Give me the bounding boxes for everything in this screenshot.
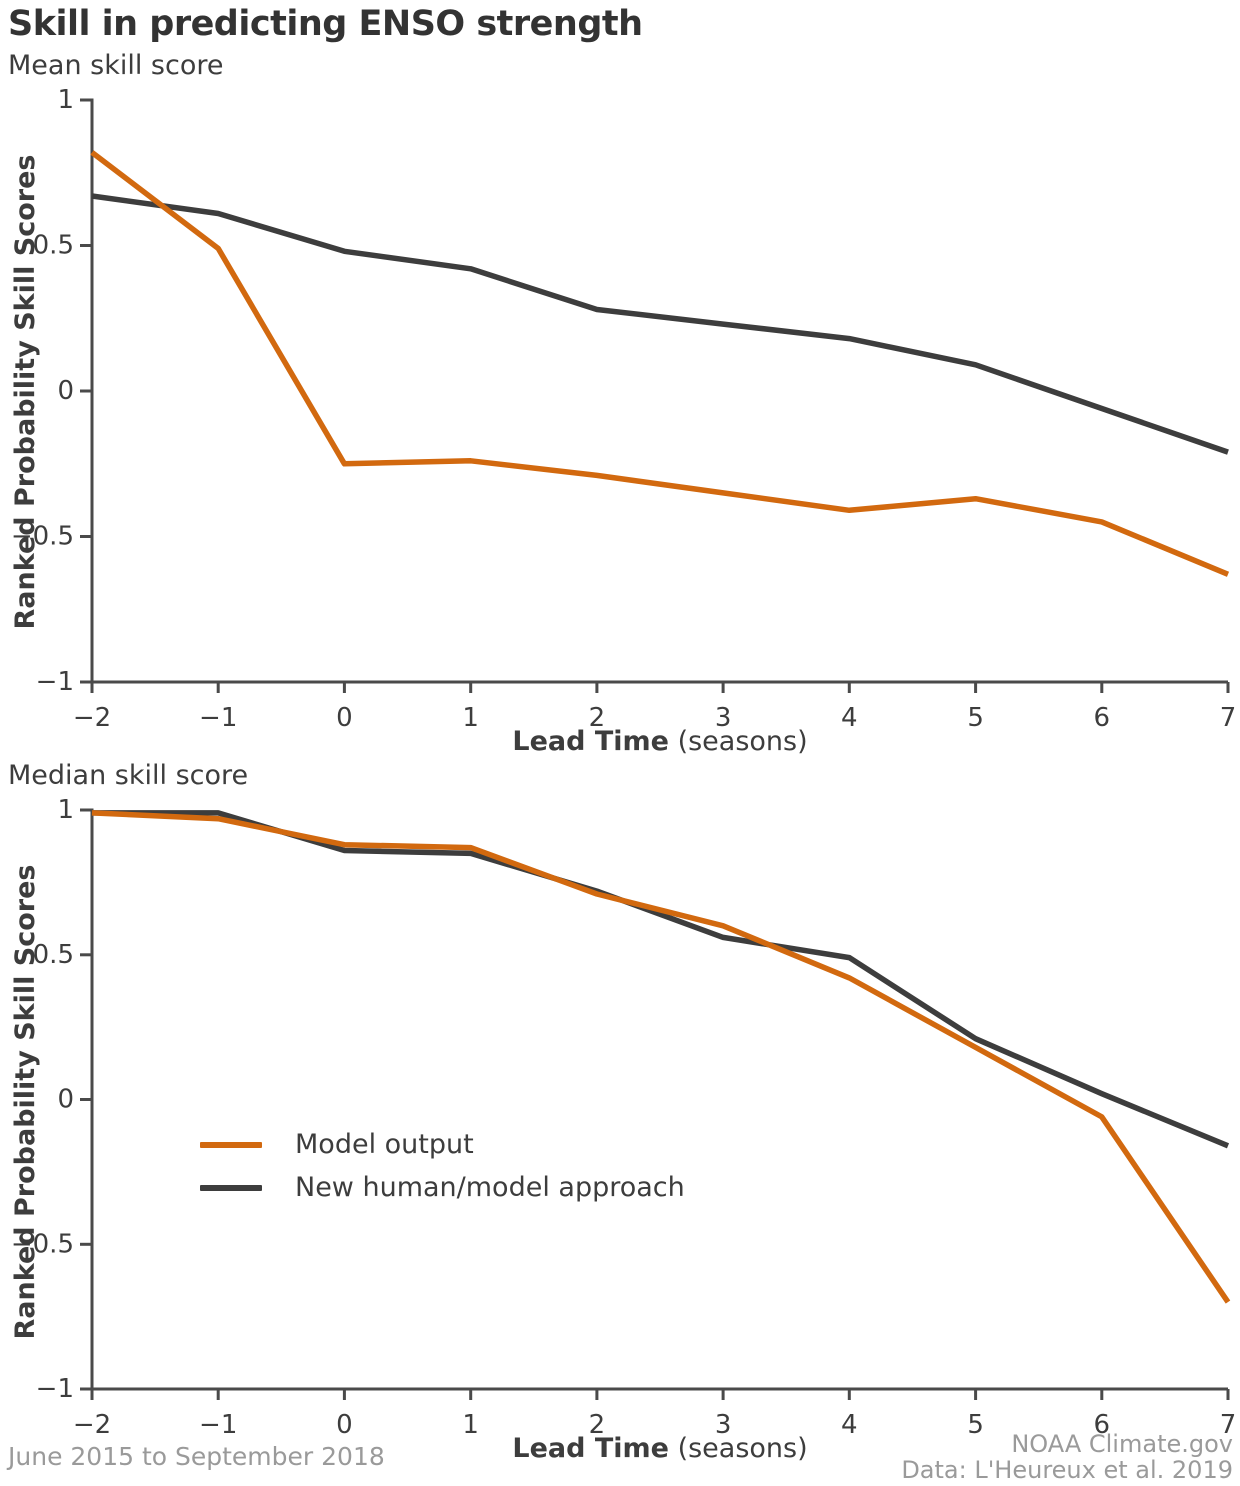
svg-text:0: 0 [57, 376, 74, 406]
svg-text:4: 4 [841, 1410, 858, 1440]
svg-text:0: 0 [57, 1085, 74, 1115]
legend-label-human-model: New human/model approach [295, 1172, 685, 1203]
human-model-line-swatch [200, 1184, 262, 1191]
svg-text:−0.5: −0.5 [11, 522, 74, 552]
svg-text:−1: −1 [36, 667, 74, 697]
mean-x-axis-title: Lead Time (seasons) [512, 726, 807, 757]
svg-text:−2: −2 [73, 703, 111, 733]
svg-text:−2: −2 [73, 1410, 111, 1440]
svg-text:7: 7 [1220, 703, 1237, 733]
median-x-axis-title-main: Lead Time [512, 1433, 669, 1464]
svg-text:0: 0 [336, 703, 353, 733]
source-site: NOAA Climate.gov [1011, 1430, 1233, 1458]
median-x-axis-title: Lead Time (seasons) [512, 1433, 807, 1464]
legend-item-model-output: Model output [200, 1123, 685, 1166]
svg-text:−0.5: −0.5 [11, 1229, 74, 1259]
svg-text:5: 5 [967, 1410, 984, 1440]
mean-x-axis-title-units: (seasons) [677, 726, 808, 757]
svg-text:1: 1 [57, 795, 74, 825]
mean-chart-subtitle: Mean skill score [8, 50, 224, 81]
svg-text:3: 3 [715, 1410, 732, 1440]
legend-item-human-model: New human/model approach [200, 1166, 685, 1209]
date-range-caption: June 2015 to September 2018 [8, 1442, 385, 1471]
source-citation: Data: L'Heureux et al. 2019 [901, 1456, 1233, 1484]
median-x-axis-title-units: (seasons) [677, 1433, 808, 1464]
svg-text:1: 1 [462, 1410, 479, 1440]
svg-text:4: 4 [841, 703, 858, 733]
legend: Model output New human/model approach [200, 1123, 685, 1209]
svg-text:7: 7 [1220, 1410, 1237, 1440]
svg-text:0.5: 0.5 [33, 940, 74, 970]
source-attribution: NOAA Climate.gov Data: L'Heureux et al. … [901, 1431, 1233, 1483]
svg-text:−1: −1 [36, 1374, 74, 1404]
mean-chart-plot: 1 0.5 0 −0.5 −1 −2 −1 0 1 2 3 4 5 6 7 [11, 85, 1237, 733]
mean-x-axis-title-main: Lead Time [512, 726, 669, 757]
svg-text:1: 1 [57, 85, 74, 115]
model-output-line-swatch [200, 1141, 262, 1148]
median-chart-plot: 1 0.5 0 −0.5 −1 −2 −1 0 1 2 3 4 5 6 7 [11, 795, 1237, 1440]
svg-text:0: 0 [336, 1410, 353, 1440]
svg-text:5: 5 [967, 703, 984, 733]
svg-text:1: 1 [462, 703, 479, 733]
svg-text:6: 6 [1094, 703, 1111, 733]
svg-text:−1: −1 [199, 703, 237, 733]
svg-text:0.5: 0.5 [33, 231, 74, 261]
legend-label-model-output: Model output [295, 1129, 474, 1160]
page-title: Skill in predicting ENSO strength [8, 4, 643, 44]
svg-text:2: 2 [589, 1410, 606, 1440]
svg-text:3: 3 [715, 703, 732, 733]
svg-text:2: 2 [589, 703, 606, 733]
svg-text:6: 6 [1094, 1410, 1111, 1440]
svg-text:−1: −1 [199, 1410, 237, 1440]
median-chart-subtitle: Median skill score [8, 760, 249, 791]
